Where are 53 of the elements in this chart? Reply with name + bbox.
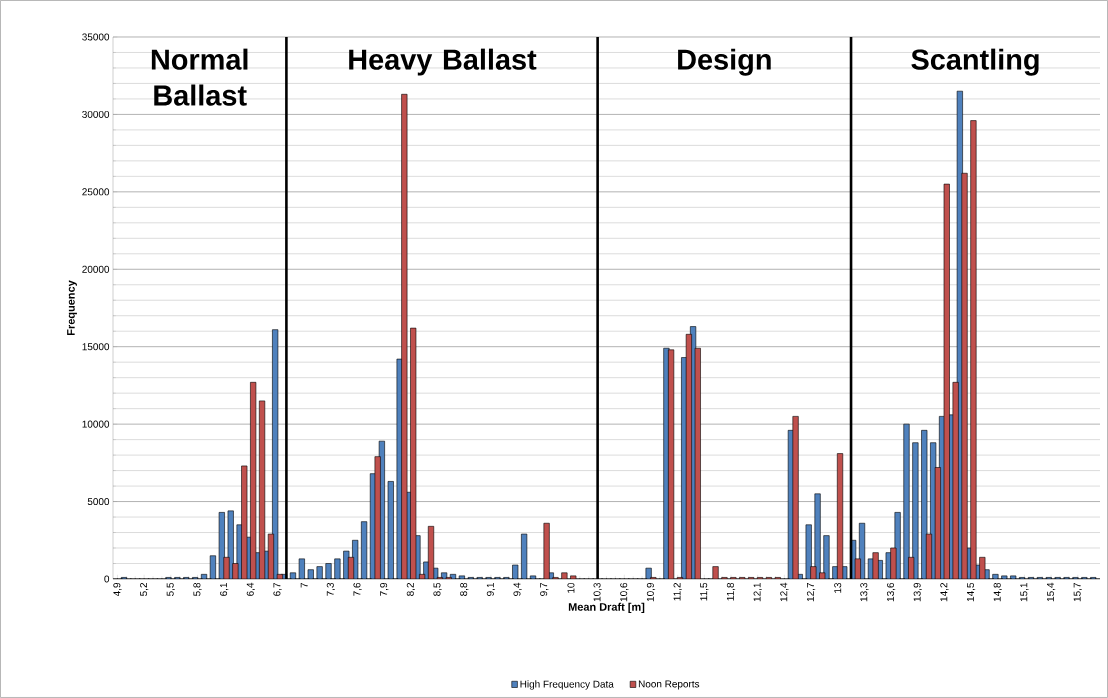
x-tick-label: 7,9: [380, 582, 389, 596]
x-tick-label: 9,4: [513, 582, 522, 596]
y-tick-label: 20000: [82, 265, 110, 273]
annotation: Design: [678, 48, 771, 76]
x-tick-label: 4,9: [113, 582, 122, 597]
x-tick-label: 10,3: [593, 582, 602, 602]
x-tick-label: 15,4: [1047, 582, 1056, 602]
x-tick-label: 5,5: [166, 582, 175, 596]
x-tick-label: 10,6: [620, 582, 629, 602]
annotation: Scantling: [911, 48, 1039, 76]
x-tick-label: 13,9: [913, 582, 922, 602]
annotation: Heavy Ballast: [349, 48, 537, 76]
x-tick-label: 9,1: [486, 582, 496, 596]
x-tick-label: 11,5: [700, 582, 709, 601]
x-tick-label: 14,8: [993, 582, 1002, 602]
x-tick-label: 6,7: [273, 583, 282, 596]
x-tick-label: 8,8: [460, 582, 469, 596]
y-tick-label: 15000: [82, 343, 110, 351]
y-tick-label: 0: [104, 575, 110, 583]
x-tick-label: 14,5: [967, 582, 976, 602]
x-tick-label: 7,3: [326, 582, 335, 596]
x-tick-label: 9,7: [540, 583, 549, 596]
y-tick-label: 25000: [82, 188, 110, 196]
annotation: Normal Ballast: [151, 48, 248, 106]
x-tick-label: 5,2: [140, 583, 149, 596]
x-tick-label: 12,4: [780, 582, 789, 602]
x-tick-label: 13: [834, 582, 842, 593]
legend-label: High Frequency Data: [520, 680, 614, 690]
x-tick-label: 6,1: [220, 582, 229, 596]
x-tick-label: 8,2: [406, 583, 416, 596]
x-tick-label: 7: [300, 583, 308, 588]
x-tick-label: 5,8: [193, 582, 202, 596]
y-tick-label: 5000: [87, 498, 110, 506]
x-tick-label: 7,6: [353, 582, 362, 596]
x-tick-label: 14,2: [940, 583, 949, 602]
x-tick-label: 6,4: [246, 582, 255, 596]
x-tick-label: 13,6: [886, 582, 896, 602]
x-tick-label: 15,1: [1020, 582, 1029, 602]
x-tick-label: 8,5: [433, 582, 442, 596]
y-tick-label: 30000: [82, 110, 110, 118]
x-tick-label: 15,7: [1073, 583, 1082, 602]
x-tick-label: 11,8: [726, 582, 736, 601]
x-tick-label: 10: [567, 582, 575, 593]
y-tick-label: 35000: [82, 33, 110, 41]
x-tick-label: 11,2: [673, 583, 682, 601]
x-tick-label: 13,3: [860, 582, 869, 602]
legend-label: Noon Reports: [638, 680, 700, 690]
y-axis-title: Frequency: [67, 280, 77, 335]
x-tick-label: 12,1: [753, 582, 762, 602]
x-tick-label: 12,7: [806, 583, 816, 602]
x-axis-title: Mean Draft [m]: [568, 602, 645, 613]
x-tick-label: 10,9: [646, 582, 656, 602]
y-tick-label: 10000: [82, 420, 110, 428]
